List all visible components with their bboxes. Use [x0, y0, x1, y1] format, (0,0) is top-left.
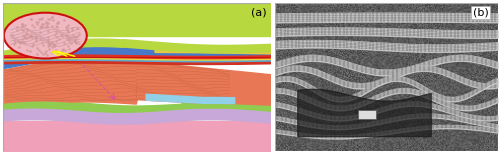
Text: (b): (b) — [473, 8, 489, 18]
Circle shape — [4, 13, 87, 59]
FancyBboxPatch shape — [358, 110, 376, 119]
Text: (a): (a) — [252, 8, 267, 18]
